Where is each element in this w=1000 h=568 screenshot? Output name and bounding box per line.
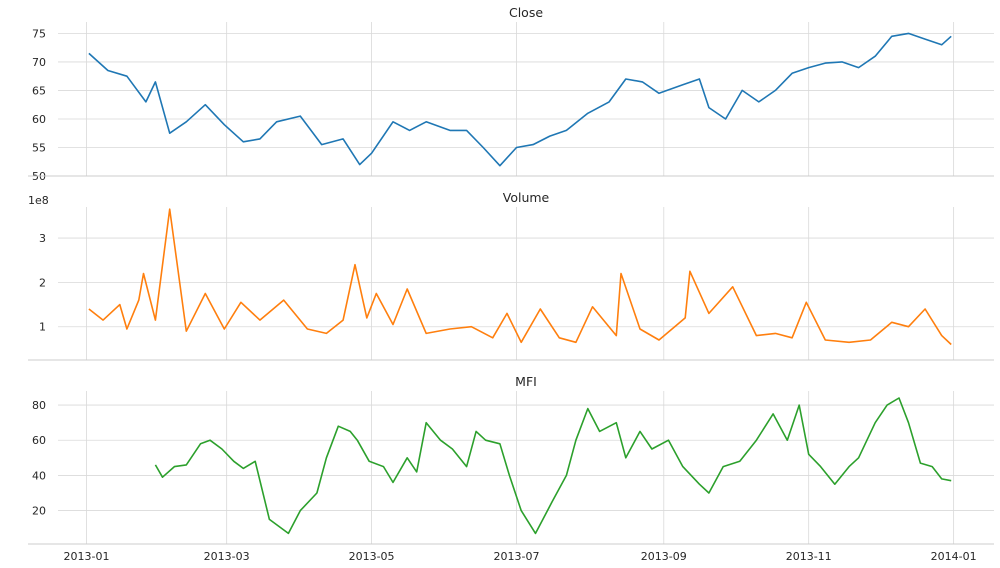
panel-2-ytick-label-0: 20 bbox=[32, 505, 46, 518]
panel-0-ytick-label-3: 65 bbox=[32, 84, 46, 97]
panel-2-ytick-label-1: 40 bbox=[32, 469, 46, 482]
panel-0-ytick-label-1: 55 bbox=[32, 141, 46, 154]
panel-0-title: Close bbox=[509, 5, 543, 20]
panel-1-series-line bbox=[88, 208, 952, 346]
panel-1-offset-label: 1e8 bbox=[28, 194, 49, 207]
panel-1-title: Volume bbox=[503, 190, 550, 205]
panel-0-ytick-label-2: 60 bbox=[32, 113, 46, 126]
x-tick-label-2: 2013-05 bbox=[349, 550, 395, 563]
panel-0-ytick-label-5: 75 bbox=[32, 27, 46, 40]
panel-1-ytick-label-1: 2 bbox=[39, 276, 46, 289]
panel-2-title: MFI bbox=[515, 374, 537, 389]
panel-1-ytick-label-0: 1 bbox=[39, 321, 46, 334]
x-tick-label-0: 2013-01 bbox=[64, 550, 110, 563]
panel-0-ytick-label-4: 70 bbox=[32, 56, 46, 69]
x-tick-label-1: 2013-03 bbox=[204, 550, 250, 563]
panel-1-ytick-label-2: 3 bbox=[39, 232, 46, 245]
panel-0-series-line bbox=[88, 32, 952, 167]
x-tick-label-3: 2013-07 bbox=[494, 550, 540, 563]
panel-2-series-line bbox=[154, 397, 952, 535]
x-tick-label-5: 2013-11 bbox=[786, 550, 832, 563]
x-tick-label-4: 2013-09 bbox=[641, 550, 687, 563]
x-tick-label-6: 2014-01 bbox=[931, 550, 977, 563]
panel-2-ytick-label-3: 80 bbox=[32, 399, 46, 412]
panel-2-ytick-label-2: 60 bbox=[32, 434, 46, 447]
